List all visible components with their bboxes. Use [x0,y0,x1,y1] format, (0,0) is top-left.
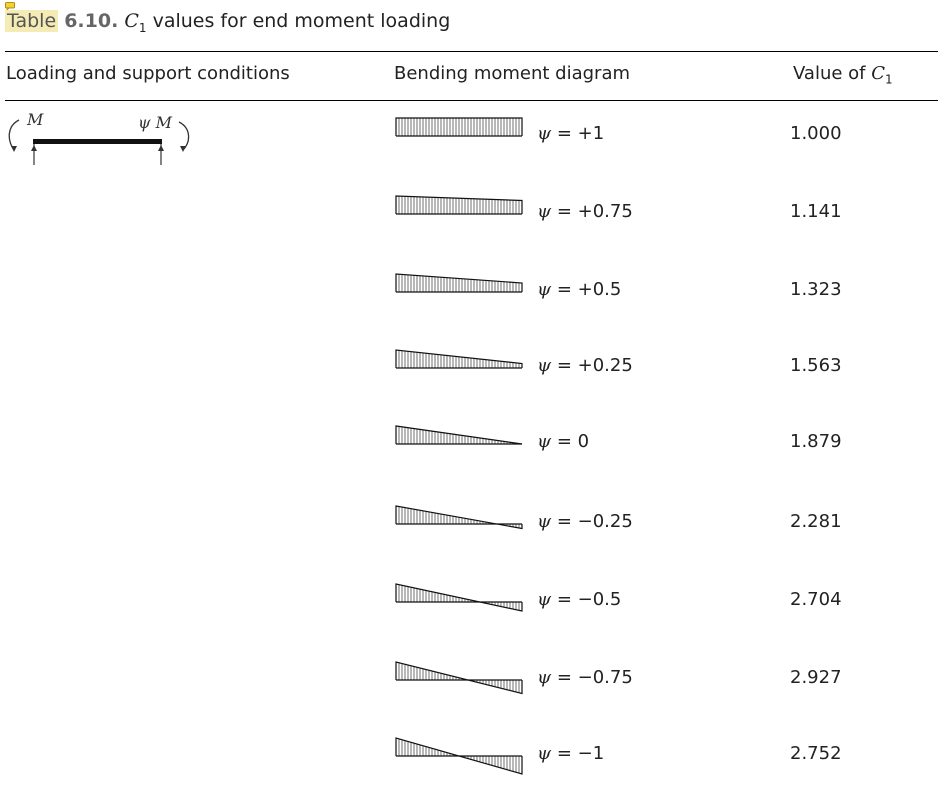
diagram-outline [395,195,523,214]
table-row: ψ = −0.25 2.281 [0,500,949,550]
comment-note-icon[interactable] [5,2,15,10]
psi-symbol: ψ [537,355,552,376]
table-row: ψ = 0 1.879 [0,420,949,470]
header-value-prefix: Value of [793,63,866,84]
table-row: ψ = +0.75 1.141 [0,190,949,240]
bending-moment-diagram [395,737,523,775]
c1-value: 1.879 [790,431,842,452]
left-moment-label: M [26,110,44,129]
c1-value: 1.563 [790,355,842,376]
right-support-arrow-icon [158,145,164,151]
caption-title: values for end moment loading [152,10,451,32]
diagram-outline [395,505,523,530]
table-row: ψ = −0.5 2.704 [0,578,949,628]
header-loading: Loading and support conditions [6,63,290,84]
caption-label: Table [5,10,59,32]
caption-subscript: 1 [138,20,147,35]
right-moment-label: ψ M [138,113,173,132]
diagram-outline [395,425,523,445]
caption-number: 6.10. [64,10,119,32]
psi-label: ψ = +0.5 [537,279,621,300]
table-row: ψ = −0.75 2.927 [0,656,949,706]
diagram-outline [395,661,523,695]
psi-symbol: ψ [537,511,552,532]
psi-label: ψ = −0.25 [537,511,633,532]
header-value: Value of C1 [793,63,893,87]
bending-moment-diagram [395,661,523,695]
c1-value: 2.752 [790,743,842,764]
left-arrowhead-icon [11,146,17,152]
right-arrowhead-icon [180,146,186,152]
psi-value-text: = −0.5 [551,589,622,610]
diagram-outline [395,349,523,368]
bending-moment-diagram [395,505,523,530]
bending-moment-diagram [395,273,523,293]
c1-value: 2.704 [790,589,842,610]
header-value-symbol: C [871,63,886,84]
caption-symbol: C [124,10,139,32]
psi-label: ψ = +1 [537,123,604,144]
psi-value-text: = +0.25 [551,355,633,376]
psi-value-text: = +0.75 [551,201,633,222]
top-rule [5,51,938,52]
diagram-hatching [398,662,520,693]
psi-label: ψ = 0 [537,431,589,452]
bending-moment-diagram [395,425,523,445]
psi-symbol: ψ [537,743,552,764]
header-value-subscript: 1 [885,72,893,87]
diagram-outline [395,583,523,612]
psi-symbol: ψ [537,431,552,452]
table-row: ψ = +0.25 1.563 [0,344,949,394]
diagram-hatching [398,118,520,136]
diagram-hatching [398,274,520,292]
c1-value: 1.000 [790,123,842,144]
bending-moment-diagram [395,583,523,612]
psi-symbol: ψ [537,589,552,610]
c1-value: 1.323 [790,279,842,300]
psi-label: ψ = +0.75 [537,201,633,222]
header-diagram: Bending moment diagram [394,63,631,84]
psi-value-text: = −1 [551,743,605,764]
diagram-hatching [398,584,520,611]
psi-value-text: = −0.25 [551,511,633,532]
table-caption: Table 6.10. C1 values for end moment loa… [5,10,450,35]
beam [33,139,162,144]
psi-value-text: = −0.75 [551,667,633,688]
psi-label: ψ = +0.25 [537,355,633,376]
psi-symbol: ψ [537,667,552,688]
diagram-outline [395,117,523,136]
bending-moment-diagram [395,195,523,215]
psi-value-text: = +0.5 [551,279,622,300]
psi-label: ψ = −0.75 [537,667,633,688]
header-rule [5,100,938,101]
bending-moment-diagram [395,349,523,369]
c1-value: 2.927 [790,667,842,688]
psi-value-text: = 0 [551,431,590,452]
diagram-outline [395,273,523,292]
diagram-hatching [398,196,520,214]
c1-value: 1.141 [790,201,842,222]
table-row: ψ = +0.5 1.323 [0,268,949,318]
table-row: ψ = +1 1.000 [0,112,949,162]
diagram-hatching [398,350,520,368]
psi-label: ψ = −1 [537,743,604,764]
psi-symbol: ψ [537,279,552,300]
c1-value: 2.281 [790,511,842,532]
psi-label: ψ = −0.5 [537,589,621,610]
beam-diagram: M ψ M [8,110,190,165]
diagram-hatching [398,426,520,444]
table-row: ψ = −1 2.752 [0,732,949,782]
psi-symbol: ψ [537,201,552,222]
psi-value-text: = +1 [551,123,605,144]
bending-moment-diagram [395,117,523,137]
psi-symbol: ψ [537,123,552,144]
left-support-arrow-icon [31,145,37,151]
